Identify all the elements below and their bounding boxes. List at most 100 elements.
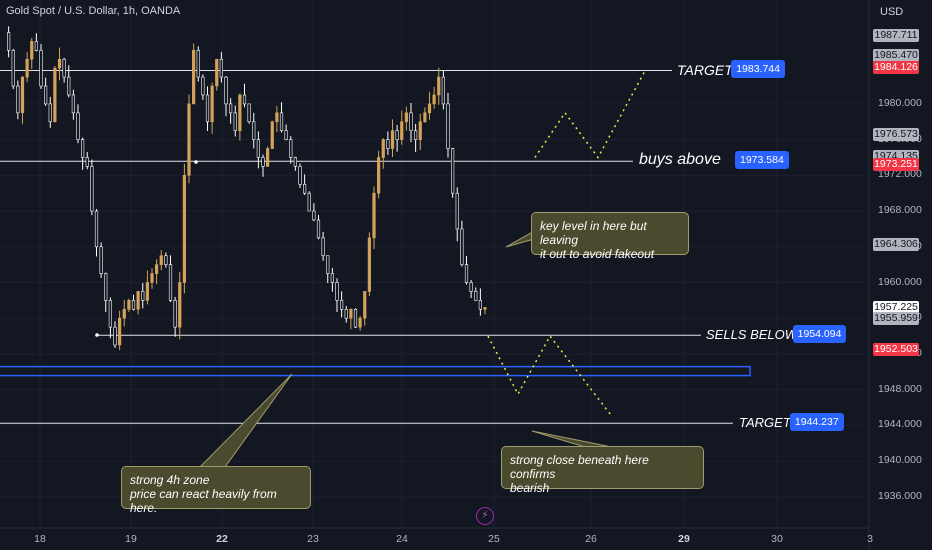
zone-layer	[0, 365, 751, 377]
candle-body	[127, 300, 131, 310]
candle-body	[474, 291, 478, 301]
price-tag: 1952.503	[873, 342, 919, 356]
candle-body	[386, 139, 390, 149]
candle-body	[404, 112, 408, 123]
candle-body	[307, 192, 311, 212]
candle-body	[238, 94, 242, 131]
candle-body	[381, 139, 385, 158]
candle-body	[192, 50, 196, 105]
candle-body	[141, 291, 145, 301]
candle-body	[224, 76, 228, 105]
level-price-badge[interactable]: 1944.237	[789, 413, 844, 432]
candle-body	[94, 210, 99, 248]
candle-body	[358, 317, 362, 328]
candle-body	[432, 94, 436, 105]
candle-body	[71, 94, 75, 114]
price-axis-currency: USD	[880, 6, 904, 18]
price-tick-label: 1940.000	[878, 454, 922, 467]
time-tick-label: 30	[771, 533, 783, 545]
candle-body	[372, 192, 376, 239]
candle-body	[349, 308, 353, 319]
candle-body	[363, 291, 367, 319]
price-tag: 1987.711	[873, 28, 919, 42]
candle-body	[395, 130, 399, 140]
price-tag: 1964.306	[873, 237, 919, 251]
candle-body	[173, 300, 177, 328]
level-price-badge[interactable]: 1973.584	[735, 151, 789, 170]
price-tick-label: 1968.000	[878, 204, 922, 217]
price-tag: 1984.126	[873, 60, 919, 74]
candle-body	[247, 103, 251, 123]
candle-body	[441, 76, 445, 105]
candle-body	[48, 103, 52, 123]
time-tick-label: 23	[307, 533, 319, 545]
candle-body	[344, 308, 348, 319]
level-price-badge[interactable]: 1983.744	[731, 60, 785, 79]
lightning-icon[interactable]: ⚡	[476, 507, 494, 525]
candle-body	[256, 139, 260, 158]
candle-body	[446, 103, 450, 149]
candle-body	[464, 264, 469, 283]
candle-body	[289, 139, 293, 158]
candle-body	[113, 326, 117, 346]
candle-body	[377, 157, 381, 194]
candle-body	[340, 300, 344, 310]
price-tick-label: 1980.000	[878, 96, 922, 109]
price-tick-label: 1960.000	[878, 275, 922, 288]
candle-body	[11, 50, 15, 87]
candle-body	[104, 273, 108, 301]
candle-body	[219, 58, 223, 78]
price-tag: 1955.959	[873, 312, 919, 326]
blue-zone	[0, 365, 751, 377]
candle-body	[196, 50, 200, 78]
level-label: TARGET	[677, 61, 733, 78]
candle-body	[469, 282, 473, 292]
callout-pointer	[198, 373, 293, 468]
candle-body	[131, 300, 136, 310]
time-tick-label: 26	[585, 533, 597, 545]
annotation-key-level[interactable]: key level in here but leaving it out to …	[531, 212, 689, 261]
time-tick-label: 22	[216, 533, 228, 545]
candle-body	[270, 121, 274, 149]
candle-body	[266, 148, 270, 167]
candle-body	[242, 94, 247, 105]
candle-body	[400, 121, 404, 140]
candle-body	[418, 121, 422, 140]
candle-body	[478, 300, 482, 310]
candle-body	[30, 41, 34, 60]
candle-body	[427, 103, 432, 114]
bullish-projection-path	[534, 70, 646, 159]
candle-body	[233, 112, 237, 131]
grid	[0, 0, 869, 528]
candle-body	[34, 41, 38, 51]
candle-body	[229, 103, 233, 114]
price-tag: 1985.470	[873, 48, 919, 62]
candle-body	[414, 130, 418, 140]
price-tick-label: 1936.000	[878, 489, 922, 502]
candle-body	[168, 264, 173, 301]
annotation-bearish-close[interactable]: strong close beneath here confirms beari…	[501, 446, 704, 495]
callout-pointers	[95, 160, 613, 468]
candle-body	[451, 148, 455, 194]
candle-body	[39, 50, 43, 87]
candle-body	[460, 228, 464, 265]
candle-body	[312, 210, 316, 221]
candle-body	[367, 237, 371, 292]
candle-body	[25, 58, 29, 78]
annotation-4h-zone[interactable]: strong 4h zone price can react heavily f…	[121, 466, 311, 515]
candle-body	[455, 192, 459, 230]
candle-body	[210, 85, 214, 123]
candle-body	[284, 130, 288, 140]
candle-body	[44, 85, 48, 105]
candle-body	[437, 76, 441, 96]
time-tick-label: 29	[678, 533, 690, 545]
candle-body	[390, 130, 395, 149]
candle-body	[187, 103, 191, 176]
candle-body	[182, 175, 186, 283]
price-tick-label: 1944.000	[878, 418, 922, 431]
candle-body	[483, 307, 487, 310]
low-marker	[95, 333, 99, 337]
level-price-badge[interactable]: 1954.094	[792, 325, 847, 344]
price-tag: 1976.573	[873, 128, 919, 141]
price-tick-label: 1972.000	[878, 168, 922, 181]
